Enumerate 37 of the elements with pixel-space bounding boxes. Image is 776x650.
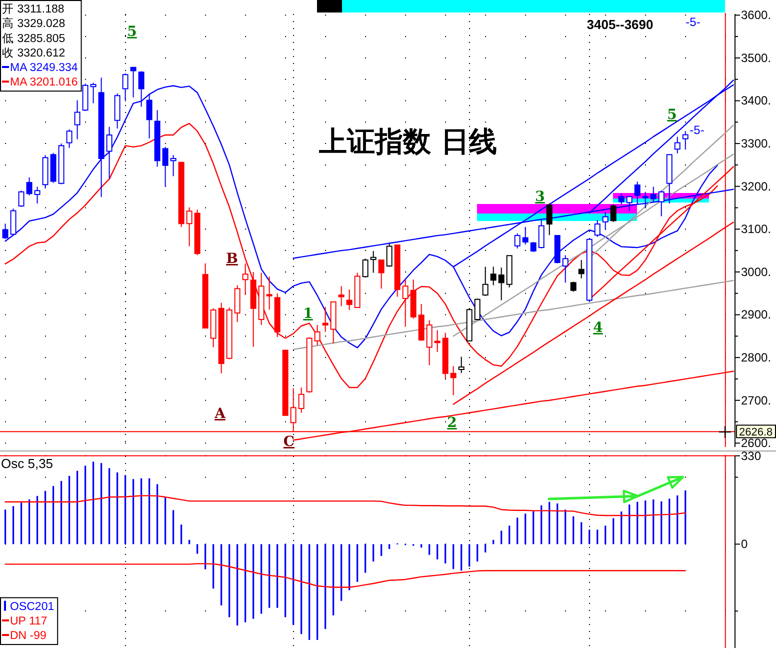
y-tick-label: 2700. (741, 393, 772, 408)
annotation: 2 (447, 415, 457, 431)
annotation: A (214, 406, 227, 422)
legend-label: UP 117 (10, 615, 48, 628)
annotation: C (283, 434, 295, 450)
chart-title: Osc 5,35 (1, 456, 54, 471)
annotation: 3405--3690 (586, 17, 654, 32)
y-tick-label: 3000. (741, 264, 772, 279)
y-tick-label: 3200. (741, 179, 772, 194)
annotation: 1 (303, 306, 313, 322)
annotation: 收 3320.612 (2, 46, 66, 60)
annotation: -5- (690, 123, 704, 137)
ref-line-label: 2626.8 (739, 426, 773, 439)
y-tick-label: 3100. (741, 222, 772, 236)
y-tick-label: 2800. (741, 350, 772, 365)
annotation: 3 (535, 189, 545, 205)
y-tick-label: 330 (741, 448, 762, 463)
y-tick-label: 0 (741, 537, 748, 552)
annotation: 4 (593, 320, 604, 336)
annotation: 低 3285.805 (2, 32, 66, 45)
y-tick-label: 3600. (741, 8, 772, 22)
legend-label: MA 3201.016 (10, 76, 78, 89)
annotation: 开 3311.188 (2, 2, 64, 16)
y-tick-label: 3300. (741, 136, 772, 151)
annotation: B (226, 251, 238, 267)
legend-label: OSC201 (10, 600, 54, 613)
legend-label: DN -99 (10, 630, 46, 642)
annotation: 高 3329.028 (2, 16, 66, 30)
annotation: -5- (686, 15, 700, 29)
annotation: 5 (127, 24, 137, 40)
text: 上证指数 日线 (318, 125, 497, 158)
y-tick-label: 3400. (741, 94, 772, 108)
y-tick-label: 2600. (741, 436, 772, 450)
y-tick-label: 3500. (741, 50, 772, 65)
annotation: 5 (667, 107, 677, 123)
y-tick-label: 2900. (741, 308, 772, 322)
legend-label: MA 3249.334 (10, 62, 78, 74)
